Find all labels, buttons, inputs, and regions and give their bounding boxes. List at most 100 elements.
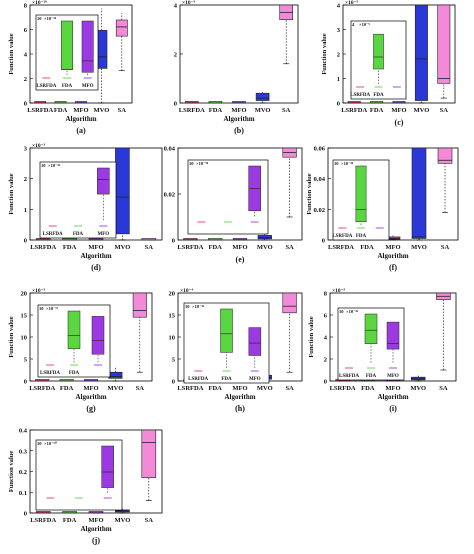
x-tick-label: LSRFDA (30, 244, 56, 251)
inset-x-label: MFO (387, 374, 399, 379)
inset-box (61, 20, 73, 70)
y-tick-label: 0 (24, 238, 27, 245)
y-tick-label: 10 (169, 335, 176, 342)
box-fda (59, 379, 74, 382)
y-tick-label: 0 (24, 511, 27, 518)
box-sa (437, 4, 451, 99)
inset-x-label: MFO (97, 232, 109, 237)
y-tick-label: 0.02 (314, 207, 325, 214)
y-tick-label: 3 (337, 27, 341, 34)
y-tick-label: 5 (172, 357, 176, 364)
box-lsrfda (35, 511, 51, 514)
inset: 10 ×10⁻⁴³ LSRFDA FDA MFO (39, 161, 117, 239)
inset-x-label: FDA (373, 93, 384, 98)
x-tick-label: LSRFDA (330, 385, 356, 392)
x-tick-label: FDA (63, 244, 77, 251)
x-tick-label: LSRFDA (341, 107, 367, 114)
panel-letter: (h) (235, 404, 245, 413)
box-lsrfda (185, 101, 199, 104)
inset-scale: ×10⁻⁴⁴ (341, 161, 354, 166)
panel-e: 0 0.02 0.04 LSRFDA FDA MFO MVO SA (e) 10 ×10⁻³⁸ (164, 146, 303, 264)
y-tick-label: 4 (174, 3, 178, 10)
box-rect (437, 147, 453, 164)
box-sa (279, 4, 293, 65)
x-tick-label: FDA (209, 385, 223, 392)
box-rect (115, 147, 130, 235)
x-tick-label: SA (145, 517, 154, 524)
box-mfo (232, 101, 246, 104)
inset-x-label: LSRFDA (339, 374, 359, 379)
box-fda (208, 101, 223, 104)
panel-i: 0 2 4 6 8 ×10⁻⁵ LSRFDA FDA MFO MVO SA Algorithm Func… (308, 288, 457, 413)
box-lsrfda (183, 238, 198, 241)
y-tick-label: 0.04 (164, 146, 176, 153)
y-tick-label: 0 (324, 379, 327, 386)
inset-box (81, 20, 94, 73)
scale-label: ×10⁻³ (32, 143, 46, 149)
x-tick-label: FDA (370, 107, 384, 114)
scale-label: ×10⁻⁴ (180, 288, 194, 294)
y-tick-label: 2 (174, 52, 177, 59)
x-tick-label: SA (440, 107, 449, 114)
x-tick-label: FDA (60, 385, 74, 392)
x-tick-label: FDA (63, 517, 77, 524)
y-tick-label: 15 (21, 313, 28, 320)
inset-box (248, 327, 262, 356)
box-mfo (88, 511, 104, 514)
inset-ytick: 10 (334, 161, 339, 166)
y-tick-label: 1 (24, 207, 27, 214)
y-tick-label: 4 (24, 52, 28, 59)
inset-box (97, 167, 110, 195)
x-tick-label: LSRFDA (29, 385, 55, 392)
y-tick-label: 0 (172, 379, 175, 386)
panel-letter: (e) (236, 255, 245, 264)
inset-ytick: 10 (189, 161, 194, 166)
box-rect (141, 429, 157, 479)
inset-x-label: LSRFDA (332, 234, 352, 239)
x-tick-label: MFO (232, 244, 247, 251)
inset: 10 ×10⁻³⁸ (187, 159, 269, 235)
x-tick-label: MVO (115, 517, 131, 524)
box-sa (141, 429, 157, 501)
scale-label: ×10⁻³ (182, 0, 196, 6)
inset-ytick: 10 (37, 16, 42, 21)
panel-letter: (b) (234, 126, 244, 135)
inset-ytick: 10 (39, 306, 44, 311)
y-tick-label: 0.2 (19, 469, 27, 476)
inset: 4 ×10⁻⁹ LSRFDA FDA (350, 20, 407, 100)
box-rect (257, 235, 272, 240)
panel-letter: (a) (76, 126, 86, 135)
y-tick-label: 0.1 (19, 490, 27, 497)
y-tick-label: 2 (24, 176, 27, 183)
inset-box (101, 445, 114, 488)
box-rect (282, 292, 297, 314)
box-mvo (255, 90, 270, 104)
inset: 10 ×10⁻⁴² LSRFDA FDA MFO (183, 302, 270, 384)
inset-box (91, 316, 105, 355)
box-sa (141, 238, 157, 241)
box-mfo (83, 379, 99, 382)
scale-label: ×10⁻⁵ (332, 288, 346, 294)
y-tick-label: 0 (24, 379, 27, 386)
x-tick-label: SA (439, 385, 448, 392)
inset: 10 ×10⁻³⁰ (35, 439, 123, 511)
box-sa (282, 292, 297, 373)
inset-x-label: FDA (73, 232, 84, 237)
y-axis-label: Function value (8, 316, 15, 357)
inset-scale: ×10⁻³⁰ (44, 441, 57, 446)
x-tick-label: FDA (209, 244, 223, 251)
panel-letter: (f) (389, 263, 397, 272)
box-mfo (232, 238, 248, 241)
box-sa (282, 147, 297, 218)
inset-ytick: 10 (339, 309, 344, 314)
inset-scale: ×10⁻⁵⁷ (46, 306, 59, 311)
box-rect (115, 19, 128, 37)
y-tick-label: 0.02 (164, 192, 175, 199)
x-tick-label: LSRFDA (177, 385, 203, 392)
x-tick-label: MFO (88, 244, 103, 251)
y-tick-label: 0.06 (314, 146, 326, 153)
x-tick-label: MVO (115, 244, 131, 251)
y-axis-label: Function value (321, 33, 328, 74)
